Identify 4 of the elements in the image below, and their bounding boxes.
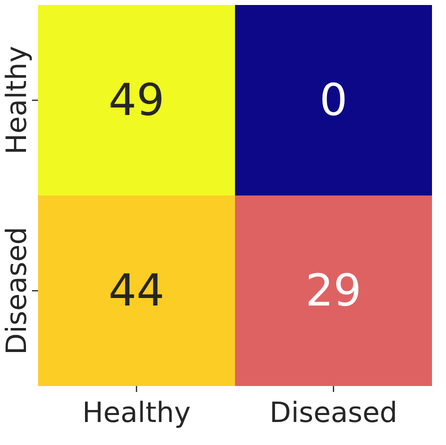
data-label: 29	[306, 265, 362, 316]
data-label: 0	[320, 74, 348, 126]
data-label: 49	[108, 74, 164, 126]
data-label: 44	[108, 265, 164, 316]
